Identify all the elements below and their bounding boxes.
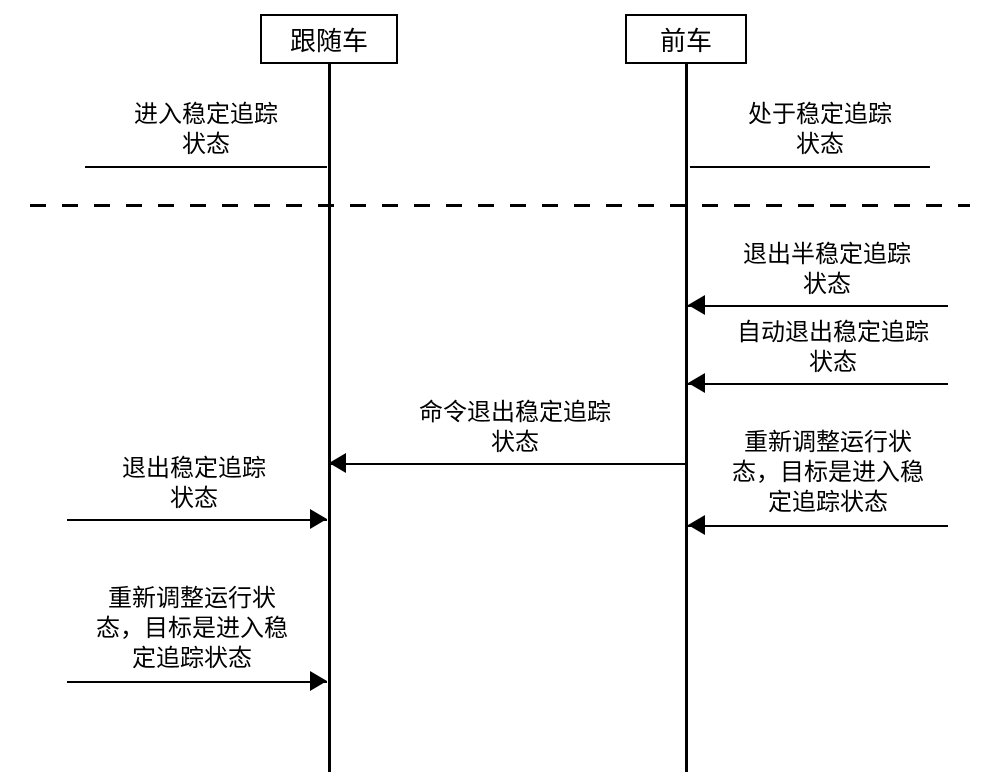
lifeline-follower — [328, 64, 331, 772]
participant-follower-box: 跟随车 — [260, 14, 398, 64]
f-exit-stable-head — [310, 509, 327, 529]
sequence-diagram: 跟随车 前车进入稳定追踪 状态 处于稳定追踪 状态退出半稳定追踪 状态自动退出稳定追… — [0, 0, 1000, 784]
f-readjust-head — [310, 671, 327, 691]
l-readjust-label: 重新调整运行状 态，目标是进入稳 定追踪状态 — [700, 428, 956, 518]
participant-leader-box: 前车 — [625, 14, 747, 64]
f-readjust-line — [67, 681, 327, 683]
lifeline-leader — [685, 64, 688, 772]
l-auto-exit-stable-line — [688, 383, 948, 385]
participant-leader-label: 前车 — [660, 21, 712, 58]
cmd-exit-stable-line — [329, 463, 686, 465]
cmd-exit-stable-head — [329, 453, 346, 473]
l-in-stable-label: 处于稳定追踪 状态 — [720, 100, 920, 160]
l-exit-semi-stable-line — [688, 305, 948, 307]
f-exit-stable-line — [67, 519, 327, 521]
l-readjust-head — [688, 515, 705, 535]
l-auto-exit-stable-label: 自动退出稳定追踪 状态 — [700, 318, 966, 378]
f-exit-stable-label: 退出稳定追踪 状态 — [94, 454, 294, 514]
l-exit-semi-stable-head — [688, 295, 705, 315]
cmd-exit-stable-label: 命令退出稳定追踪 状态 — [400, 398, 630, 458]
f-enter-stable-underline — [85, 166, 327, 168]
participant-follower-label: 跟随车 — [290, 21, 368, 58]
f-enter-stable-label: 进入稳定追踪 状态 — [106, 100, 306, 160]
l-in-stable-underline — [690, 166, 930, 168]
dashed-divider — [30, 204, 970, 207]
l-exit-semi-stable-label: 退出半稳定追踪 状态 — [712, 240, 942, 300]
l-readjust-line — [688, 525, 948, 527]
f-readjust-label: 重新调整运行状 态，目标是进入稳 定追踪状态 — [72, 584, 312, 674]
